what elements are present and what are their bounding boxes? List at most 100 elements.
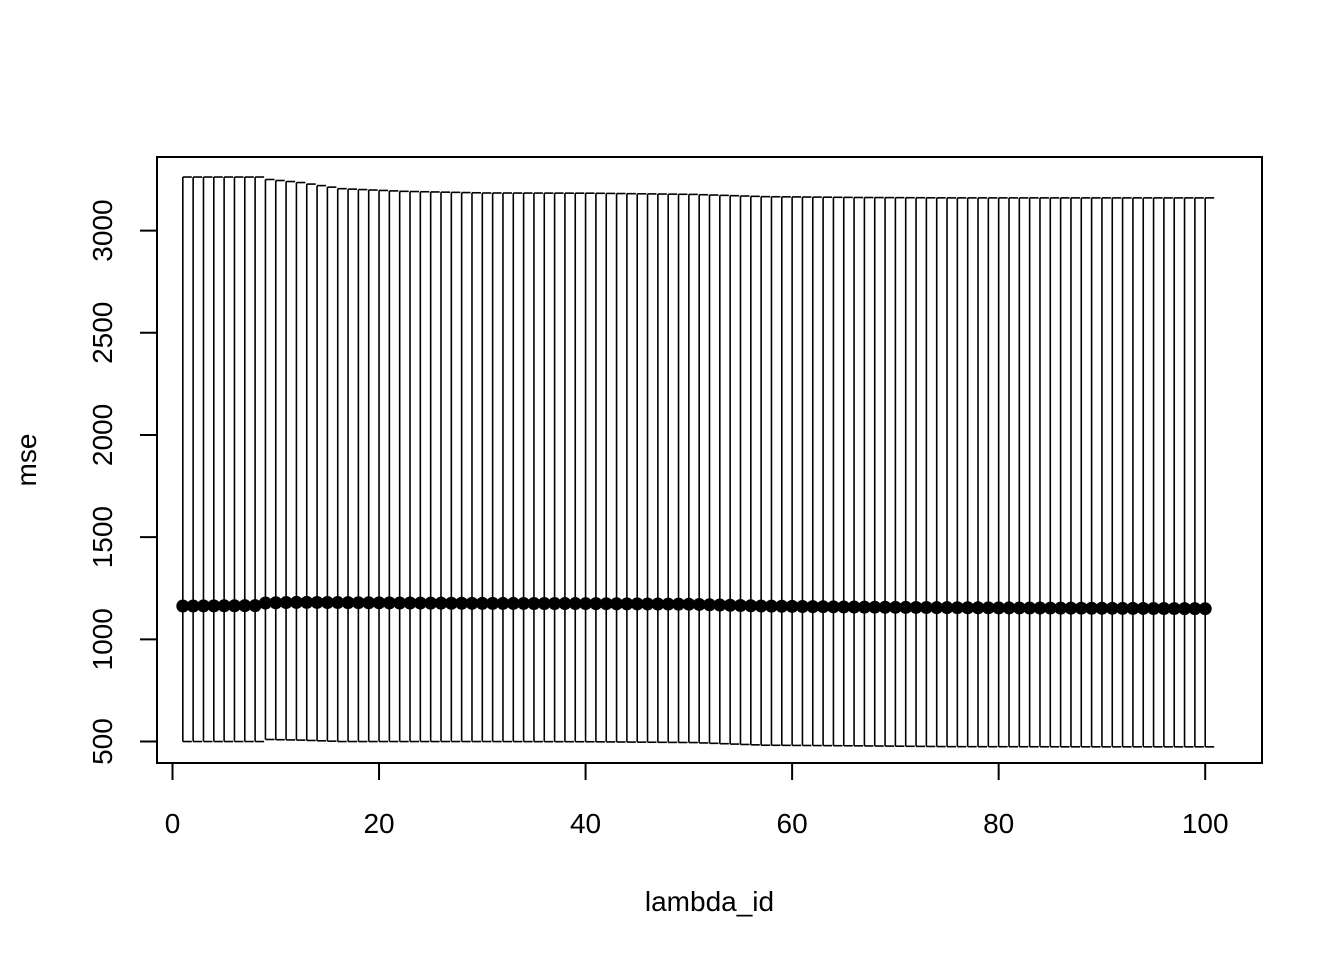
data-point-61 xyxy=(795,599,809,613)
error-bar-65 xyxy=(842,196,853,747)
data-point-58 xyxy=(764,599,778,613)
error-bar-75 xyxy=(946,197,957,748)
data-point-65 xyxy=(837,600,851,614)
data-point-2 xyxy=(186,599,200,613)
error-bar-63 xyxy=(822,196,833,747)
data-point-18 xyxy=(351,596,365,610)
error-bar-41 xyxy=(595,192,605,743)
data-point-87 xyxy=(1064,601,1078,615)
data-point-47 xyxy=(651,597,665,611)
data-point-8 xyxy=(248,599,262,613)
data-point-14 xyxy=(310,595,324,609)
data-point-97 xyxy=(1167,602,1181,616)
error-bar-10 xyxy=(274,179,285,741)
data-point-60 xyxy=(785,599,799,613)
error-bar-33 xyxy=(512,192,523,743)
data-point-32 xyxy=(496,596,510,610)
error-bar-17 xyxy=(347,188,358,743)
error-bar-9 xyxy=(264,178,275,741)
y-axis-title: mse xyxy=(11,434,42,487)
error-bar-24 xyxy=(419,190,430,743)
data-point-50 xyxy=(682,597,696,611)
data-point-31 xyxy=(486,596,500,610)
data-point-11 xyxy=(279,596,293,610)
error-bar-16 xyxy=(336,187,347,743)
data-point-66 xyxy=(847,600,861,614)
error-bar-71 xyxy=(904,196,915,748)
data-point-81 xyxy=(1002,601,1016,615)
data-point-56 xyxy=(744,599,758,613)
data-point-21 xyxy=(382,596,396,610)
data-point-16 xyxy=(331,596,345,610)
data-point-53 xyxy=(713,598,727,612)
data-point-6 xyxy=(227,599,241,613)
error-bar-100 xyxy=(1204,197,1215,748)
data-point-62 xyxy=(806,600,820,614)
error-bar-52 xyxy=(708,194,719,745)
error-bar-50 xyxy=(688,193,698,744)
data-point-28 xyxy=(455,596,469,610)
error-bar-8 xyxy=(254,176,265,743)
error-bar-57 xyxy=(760,195,771,747)
data-point-54 xyxy=(723,598,737,612)
data-point-57 xyxy=(754,599,768,613)
error-bar-4 xyxy=(212,176,223,743)
error-bar-39 xyxy=(574,192,585,743)
data-point-39 xyxy=(568,597,582,611)
data-point-13 xyxy=(300,595,314,609)
error-bar-58 xyxy=(770,195,781,747)
error-bar-18 xyxy=(357,188,368,743)
error-bar-88 xyxy=(1080,197,1091,748)
data-point-19 xyxy=(362,596,376,610)
error-bar-54 xyxy=(729,194,740,745)
error-bar-96 xyxy=(1163,197,1173,748)
data-point-64 xyxy=(826,600,840,614)
y-axis: 500 1000 1500 2000 2500 3000 xyxy=(87,199,159,765)
error-bar-38 xyxy=(564,192,574,743)
y-tick-label-1000: 1000 xyxy=(87,608,118,670)
error-bar-89 xyxy=(1090,197,1101,748)
error-bar-56 xyxy=(750,195,760,746)
error-bar-70 xyxy=(894,196,905,747)
data-point-4 xyxy=(207,599,221,613)
data-point-24 xyxy=(413,596,427,610)
data-point-78 xyxy=(971,601,985,615)
data-point-52 xyxy=(703,598,716,612)
error-bar-80 xyxy=(997,197,1008,748)
data-point-34 xyxy=(517,596,531,610)
data-point-33 xyxy=(506,596,520,610)
data-point-42 xyxy=(599,597,613,611)
error-bar-34 xyxy=(522,192,533,743)
error-bar-21 xyxy=(388,190,399,743)
data-point-45 xyxy=(630,597,644,611)
data-point-74 xyxy=(930,601,944,615)
error-bar-85 xyxy=(1049,197,1060,748)
error-bar-76 xyxy=(956,197,967,748)
data-point-71 xyxy=(899,600,913,614)
error-bar-78 xyxy=(977,197,988,748)
data-point-12 xyxy=(289,595,303,609)
data-points xyxy=(176,595,1212,616)
data-point-67 xyxy=(857,600,871,614)
data-point-30 xyxy=(475,596,489,610)
error-bar-47 xyxy=(657,193,667,744)
error-bar-11 xyxy=(285,180,296,741)
y-tick-label-2000: 2000 xyxy=(87,404,118,466)
data-point-88 xyxy=(1074,601,1088,615)
data-point-22 xyxy=(393,596,407,610)
error-bar-68 xyxy=(873,196,884,747)
error-bar-91 xyxy=(1111,197,1122,748)
error-bar-99 xyxy=(1194,197,1204,748)
data-point-98 xyxy=(1178,602,1192,616)
error-bar-73 xyxy=(925,196,936,748)
error-bar-86 xyxy=(1059,197,1070,748)
data-point-44 xyxy=(620,597,634,611)
error-bar-95 xyxy=(1152,197,1163,748)
data-point-92 xyxy=(1116,601,1130,615)
y-tick-label-2500: 2500 xyxy=(87,302,118,364)
data-point-43 xyxy=(610,597,624,611)
error-bar-1 xyxy=(182,176,192,743)
data-point-3 xyxy=(196,599,210,613)
data-point-94 xyxy=(1136,601,1150,615)
